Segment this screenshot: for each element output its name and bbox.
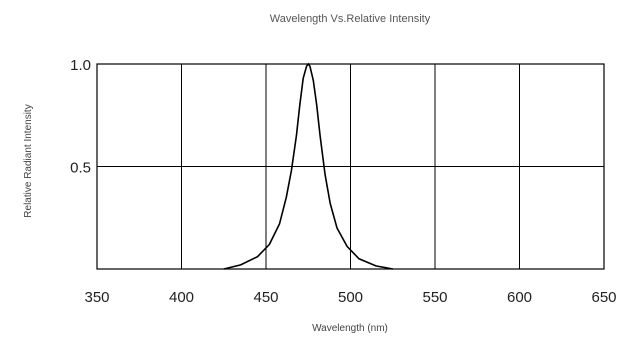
series-line [223, 62, 393, 270]
chart-grid [96, 63, 605, 269]
x-tick-label-0: 350 [84, 289, 109, 306]
y-tick-label-0: 1.0 [70, 57, 91, 74]
chart-title: Wavelength Vs.Relative Intensity [270, 13, 431, 25]
x-tick-label-4: 550 [422, 289, 447, 306]
y-tick-label-1: 0.5 [70, 160, 91, 177]
x-tick-label-2: 450 [253, 289, 278, 306]
y-axis-label: Relative Radiant Intensity [23, 104, 34, 217]
x-tick-label-1: 400 [169, 289, 194, 306]
y-tick-labels: 1.0 0.5 [70, 57, 91, 177]
x-axis-label: Wavelength (nm) [312, 323, 388, 334]
plot-frame [96, 63, 605, 270]
x-tick-labels: 350 400 450 500 550 600 650 [84, 289, 616, 306]
x-tick-label-6: 650 [591, 289, 616, 306]
x-tick-label-3: 500 [338, 289, 363, 306]
x-tick-label-5: 600 [507, 289, 532, 306]
